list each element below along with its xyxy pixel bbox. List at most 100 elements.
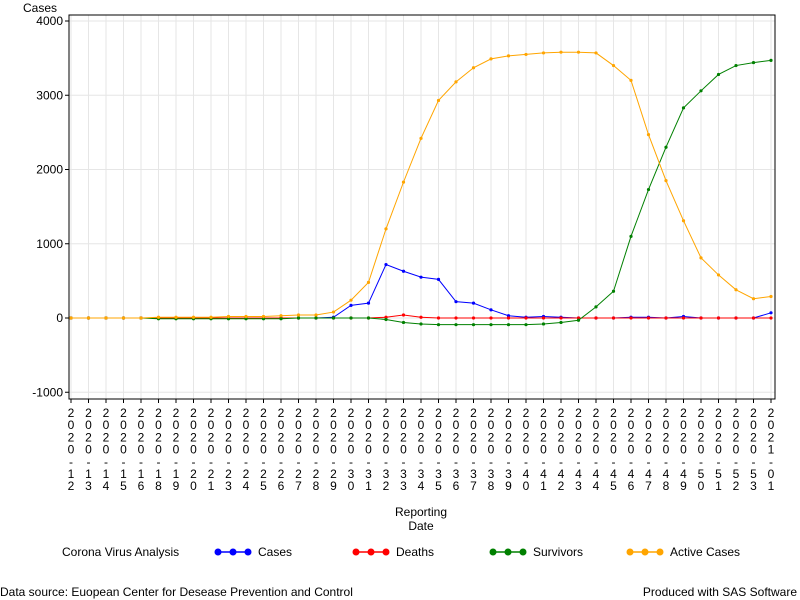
x-tick-char: - (419, 455, 423, 469)
point-active-cases (506, 54, 511, 58)
x-tick-char: 2 (190, 467, 197, 481)
x-tick-char: 1 (540, 479, 547, 493)
x-tick-char: - (332, 455, 336, 469)
x-tick-char: 0 (733, 418, 740, 432)
legend-swatch-marker (214, 548, 222, 556)
x-tick-char: 4 (243, 479, 250, 493)
point-survivors (349, 316, 353, 320)
x-tick-char: - (349, 455, 353, 469)
x-tick-char: 2 (610, 430, 617, 444)
point-cases (471, 301, 476, 305)
x-tick-char: 0 (418, 418, 425, 432)
point-deaths (524, 316, 528, 320)
x-tick-char: - (69, 455, 73, 469)
point-active-cases (86, 316, 91, 320)
x-tick-char: 0 (768, 418, 775, 432)
x-tick-char: 6 (138, 479, 145, 493)
point-deaths (751, 316, 756, 320)
x-tick-char: 2 (733, 406, 740, 420)
x-tick-char: 4 (593, 479, 600, 493)
x-tick-char: 2 (173, 430, 180, 444)
x-tick-char: 3 (400, 479, 407, 493)
point-deaths (699, 316, 703, 320)
x-tick-char: 0 (593, 418, 600, 432)
point-active-cases (751, 297, 756, 301)
x-tick-char: 2 (348, 406, 355, 420)
point-active-cases (629, 78, 633, 82)
legend-label: Cases (258, 545, 292, 559)
point-deaths (611, 316, 616, 320)
point-active-cases (559, 50, 563, 54)
x-tick-char: 2 (768, 430, 775, 444)
point-deaths (419, 315, 423, 319)
point-survivors (244, 317, 248, 321)
x-tick-char: 0 (155, 443, 162, 457)
x-tick-char: 3 (383, 467, 390, 481)
x-tick-char: 0 (733, 443, 740, 457)
point-deaths (471, 316, 476, 320)
x-tick-char: 0 (208, 418, 215, 432)
x-tick-char: 4 (680, 467, 687, 481)
x-tick-char: 0 (260, 443, 267, 457)
x-tick-char: 3 (453, 467, 460, 481)
x-tick-char: 8 (663, 479, 670, 493)
x-tick-char: 0 (540, 443, 547, 457)
x-tick-char: 0 (663, 443, 670, 457)
legend-item-cases: Cases (214, 545, 292, 559)
x-tick-char: 2 (575, 406, 582, 420)
point-cases (769, 311, 773, 315)
plot-frame (68, 14, 776, 400)
x-tick-char: 0 (190, 479, 197, 493)
x-tick-char: 2 (138, 430, 145, 444)
legend-swatch-marker (656, 548, 664, 556)
x-tick-char: 2 (383, 479, 390, 493)
x-tick-char: 2 (680, 406, 687, 420)
x-tick-char: 1 (173, 467, 180, 481)
x-tick-char: 3 (505, 467, 512, 481)
x-tick-char: 4 (540, 467, 547, 481)
legend-swatch-marker (244, 548, 252, 556)
x-tick-char: 4 (418, 479, 425, 493)
x-tick-char: 9 (505, 479, 512, 493)
x-tick-char: 2 (453, 406, 460, 420)
x-tick-char: 0 (348, 418, 355, 432)
x-tick-char: 0 (295, 443, 302, 457)
legend-swatch-marker (641, 548, 649, 556)
point-active-cases (646, 133, 651, 137)
x-tick-char: 0 (173, 418, 180, 432)
x-tick-char: 0 (330, 443, 337, 457)
point-deaths (401, 313, 406, 317)
x-tick-char: 0 (330, 418, 337, 432)
x-tick-char: 0 (225, 443, 232, 457)
x-tick-char: 0 (68, 418, 75, 432)
y-tick-label: 2000 (36, 163, 63, 177)
x-tick-char: 4 (558, 467, 565, 481)
point-deaths (559, 316, 563, 320)
x-tick-char: - (87, 455, 91, 469)
point-active-cases (769, 294, 773, 299)
x-tick-char: 2 (225, 467, 232, 481)
x-tick-char: - (402, 455, 406, 469)
x-tick-char: 1 (155, 467, 162, 481)
x-tick-char: - (612, 455, 616, 469)
point-active-cases (384, 227, 388, 231)
x-tick-char: 3 (575, 479, 582, 493)
x-tick-char: 5 (610, 479, 617, 493)
x-tick-char: 2 (418, 430, 425, 444)
legend-title: Corona Virus Analysis (62, 545, 179, 559)
x-tick-char: 4 (663, 467, 670, 481)
x-tick-char: 3 (435, 467, 442, 481)
point-survivors (734, 63, 738, 68)
point-survivors (506, 323, 511, 327)
x-tick-char: 0 (680, 418, 687, 432)
x-tick-char: 8 (488, 479, 495, 493)
legend-swatch-marker (382, 548, 390, 556)
x-tick-char: 0 (628, 418, 635, 432)
x-tick-char: 0 (453, 443, 460, 457)
point-survivors (769, 58, 773, 62)
